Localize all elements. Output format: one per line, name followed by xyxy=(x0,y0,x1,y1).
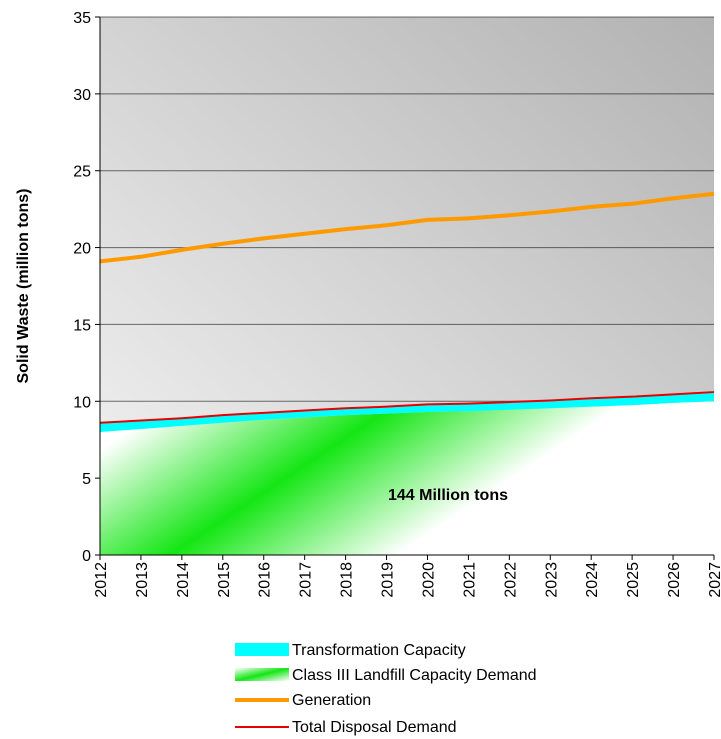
legend: Transformation Capacity Class III Landfi… xyxy=(235,642,537,736)
y-tick-label: 25 xyxy=(73,164,91,181)
y-tick-label: 35 xyxy=(73,10,91,27)
annotation-label: 144 Million tons xyxy=(388,487,508,504)
x-tick-label: 2017 xyxy=(298,562,315,598)
y-tick-label: 20 xyxy=(73,241,91,258)
x-tick-label: 2023 xyxy=(543,562,560,598)
axes xyxy=(95,16,715,560)
y-tick-label: 5 xyxy=(82,471,91,488)
x-tick-label: 2025 xyxy=(625,562,642,598)
legend-swatch-landfill xyxy=(235,668,289,681)
total-disposal-line xyxy=(99,391,715,424)
legend-item-landfill: Class III Landfill Capacity Demand xyxy=(235,667,537,684)
x-tick-label: 2024 xyxy=(584,562,601,598)
y-tick-label: 30 xyxy=(73,87,91,104)
legend-item-total-disposal: Total Disposal Demand xyxy=(235,719,457,736)
legend-label-generation: Generation xyxy=(292,692,371,709)
x-tick-label: 2013 xyxy=(134,562,151,598)
x-tick-label: 2012 xyxy=(93,562,110,598)
y-tick-label: 15 xyxy=(73,317,91,334)
x-tick-label: 2027 xyxy=(707,562,721,598)
y-axis-label: Solid Waste (million tons) xyxy=(15,189,32,384)
y-tick-labels: 0 5 10 15 20 25 30 35 xyxy=(73,10,91,565)
legend-label-landfill: Class III Landfill Capacity Demand xyxy=(292,667,537,684)
generation-line xyxy=(99,191,715,264)
x-tick-label: 2020 xyxy=(420,562,437,598)
x-tick-label: 2014 xyxy=(175,562,192,598)
legend-swatch-transformation xyxy=(235,643,289,656)
x-tick-label: 2021 xyxy=(461,562,478,598)
x-tick-label: 2022 xyxy=(502,562,519,598)
legend-label-total-disposal: Total Disposal Demand xyxy=(292,719,457,736)
y-tick-label: 0 xyxy=(82,548,91,565)
legend-item-generation: Generation xyxy=(235,692,371,709)
x-tick-label: 2015 xyxy=(216,562,233,598)
line-series xyxy=(99,191,715,424)
area-series xyxy=(100,392,714,555)
x-tick-label: 2016 xyxy=(257,562,274,598)
legend-label-transformation: Transformation Capacity xyxy=(292,642,466,659)
x-tick-label: 2019 xyxy=(380,562,397,598)
y-tick-label: 10 xyxy=(73,394,91,411)
legend-item-transformation: Transformation Capacity xyxy=(235,642,466,659)
x-tick-label: 2018 xyxy=(339,562,356,598)
landfill-demand-area xyxy=(100,401,714,555)
transformation-capacity-band xyxy=(100,392,714,433)
x-tick-labels: 2012 2013 2014 2015 2016 2017 2018 2019 2020 2021… xyxy=(93,562,721,598)
x-tick-label: 2026 xyxy=(666,562,683,598)
